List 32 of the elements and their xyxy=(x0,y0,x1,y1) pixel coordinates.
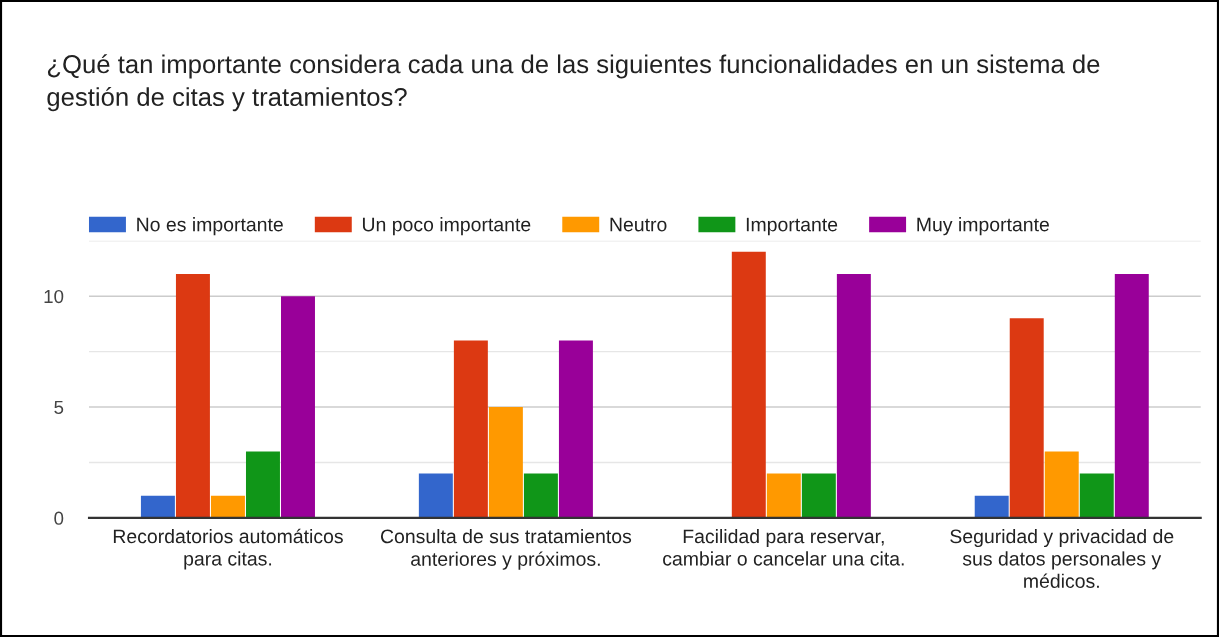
bar xyxy=(175,274,210,518)
x-tick-label: Facilidad para reservar, cambiar o cancelar una cita. xyxy=(663,528,904,566)
bar xyxy=(281,296,315,518)
bar xyxy=(488,407,523,518)
bar xyxy=(210,495,245,518)
x-tick-label: Consulta de sus tratamientos anteriores y próximos. xyxy=(380,528,632,570)
legend-label: Un poco importante xyxy=(362,217,531,236)
y-tick-label: 10 xyxy=(44,289,64,304)
bar xyxy=(1009,318,1044,518)
bar xyxy=(1044,451,1079,518)
bar xyxy=(523,473,558,518)
bar xyxy=(453,340,488,518)
bar xyxy=(418,473,453,518)
bar xyxy=(1114,274,1149,518)
legend-label: Muy importante xyxy=(917,217,1049,236)
legend-label: Neutro xyxy=(610,217,667,232)
chart-title: ¿Qué tan importante considera cada una de las siguientes funcionalidades en un sistema de gestión de citas y tratamientos? xyxy=(47,54,1100,112)
x-tick-label: Seguridad y privacidad de sus datos personales y médicos. xyxy=(950,528,1174,588)
bar xyxy=(836,274,871,518)
y-tick-label: 0 xyxy=(54,511,64,525)
legend-label: No es importante xyxy=(137,217,283,236)
bar xyxy=(245,451,280,518)
legend-label: Importante xyxy=(746,217,838,236)
bar xyxy=(766,473,801,518)
x-tick-label: Recordatorios automáticos para citas. xyxy=(113,528,343,570)
bar xyxy=(558,340,593,518)
y-tick-label: 5 xyxy=(54,400,64,415)
bar xyxy=(974,495,1009,518)
bar xyxy=(731,251,766,518)
bar xyxy=(140,495,175,518)
bar xyxy=(1079,473,1114,518)
bar xyxy=(801,473,836,518)
